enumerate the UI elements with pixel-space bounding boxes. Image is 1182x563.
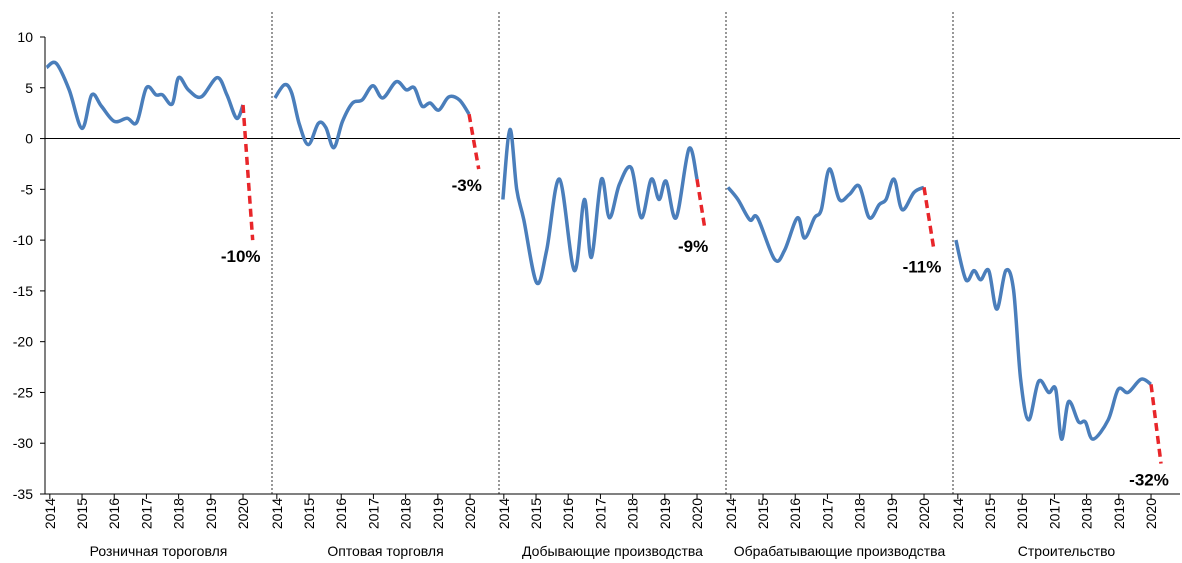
x-tick-label: 2020 [462,498,478,529]
x-tick-label: 2017 [1046,498,1062,529]
panel-label: Оптовая торговля [327,543,443,559]
forecast-label: -32% [1129,471,1169,490]
line [726,167,925,263]
x-tick-label: 2014 [42,498,58,529]
forecast-line [922,187,936,251]
x-tick-label: 2019 [430,498,446,529]
x-tick-label: 2018 [398,498,414,529]
forecast-label: -10% [221,247,261,266]
x-tick-label: 2016 [1014,498,1030,529]
panel-label: Обрабатывающие производства [734,543,946,559]
x-tick-label: 2014 [496,498,512,529]
forecast-line [467,113,481,170]
x-tick-label: 2018 [1079,498,1095,529]
panel-label: Добывающие производства [522,543,703,559]
x-tick-label: 2019 [884,498,900,529]
line [954,239,1153,441]
y-tick-label: 5 [25,80,33,96]
y-tick-label: 0 [25,131,33,147]
x-tick-label: 2016 [333,498,349,529]
y-tick-label: -35 [13,486,33,502]
y-tick-label: -25 [13,384,33,400]
y-tick-label: -15 [13,283,33,299]
x-tick-label: 2020 [235,498,251,529]
forecast-line [695,178,707,231]
forecast-line [1149,384,1163,464]
x-tick-label: 2019 [203,498,219,529]
x-tick-label: 2017 [592,498,608,529]
x-tick-label: 2018 [852,498,868,529]
x-tick-label: 2015 [74,498,90,529]
x-tick-label: 2018 [625,498,641,529]
x-tick-label: 2018 [171,498,187,529]
x-tick-label: 2015 [755,498,771,529]
panel-label: Розничная тороговля [90,543,228,559]
x-tick-label: 2014 [269,498,285,529]
y-tick-label: -5 [21,181,34,197]
y-tick-label: 10 [17,29,33,45]
y-tick-label: -10 [13,232,33,248]
x-tick-label: 2016 [106,498,122,529]
panel-label: Строительство [1018,543,1116,559]
x-tick-label: 2019 [657,498,673,529]
forecast-line [241,104,255,241]
forecast-label: -11% [903,257,942,276]
x-tick-label: 2014 [950,498,966,529]
x-tick-label: 2017 [365,498,381,529]
y-tick-label: -20 [13,334,33,350]
x-tick-label: 2017 [819,498,835,529]
x-tick-label: 2016 [787,498,803,529]
line [501,127,699,286]
x-tick-label: 2019 [1111,498,1127,529]
line [273,79,471,150]
forecast-label: -3% [452,176,482,195]
x-tick-label: 2020 [689,498,705,529]
line [45,60,245,131]
x-tick-label: 2015 [982,498,998,529]
x-tick-label: 2014 [723,498,739,529]
forecast-label: -9% [678,237,708,256]
x-tick-label: 2017 [138,498,154,529]
x-tick-label: 2015 [301,498,317,529]
x-tick-label: 2016 [560,498,576,529]
x-tick-label: 2015 [528,498,544,529]
x-tick-label: 2020 [1143,498,1159,529]
x-tick-label: 2020 [916,498,932,529]
y-tick-label: -30 [13,435,33,451]
